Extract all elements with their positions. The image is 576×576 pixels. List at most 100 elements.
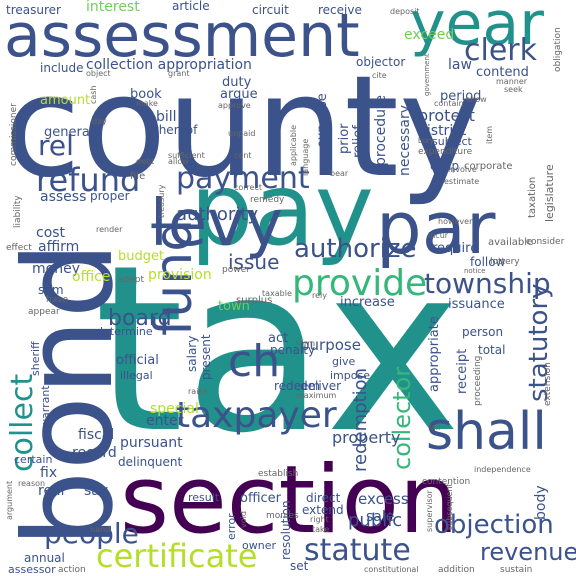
word-provision: provision bbox=[148, 267, 212, 283]
word-refund: refund bbox=[36, 161, 141, 199]
word-make: make bbox=[136, 99, 158, 108]
word-certificate: certificate bbox=[96, 537, 258, 575]
word-warrant: warrant bbox=[39, 385, 52, 428]
word-manner: manner bbox=[496, 77, 528, 86]
word-object: object bbox=[86, 69, 111, 78]
word-appropriate: appropriate bbox=[427, 316, 442, 392]
word-language: language bbox=[301, 138, 310, 176]
word-receive: receive bbox=[318, 3, 362, 17]
word-budget: budget bbox=[118, 249, 165, 264]
word-sufficient: sufficient bbox=[168, 151, 205, 160]
word-consider: consider bbox=[526, 237, 565, 247]
word-supervisor: supervisor bbox=[425, 490, 434, 532]
word-notice: notice bbox=[464, 267, 486, 275]
word-penalty: penalty bbox=[270, 343, 316, 357]
word-however: however bbox=[438, 217, 473, 226]
word-addition: addition bbox=[438, 565, 475, 575]
word-adopt: adopt bbox=[118, 275, 144, 285]
word-item: item bbox=[485, 125, 494, 144]
word-affirm: affirm bbox=[38, 239, 80, 255]
word-grant: grant bbox=[168, 69, 190, 78]
word-constitutional: constitutional bbox=[364, 565, 419, 574]
word-year: year bbox=[410, 0, 544, 59]
word-procedure: procedure bbox=[373, 94, 389, 166]
word-protest: protest bbox=[418, 106, 475, 125]
word-file: file bbox=[130, 171, 146, 182]
word-period: period bbox=[440, 89, 482, 104]
word-rel: rel bbox=[38, 129, 74, 162]
word-property: property bbox=[332, 428, 401, 447]
word-payment: payment bbox=[176, 161, 310, 196]
word-provide: provide bbox=[292, 263, 428, 304]
word-bill: bill bbox=[156, 109, 177, 125]
word-lottery: lottery bbox=[490, 257, 520, 267]
word-public: public bbox=[348, 510, 403, 531]
word-owner: owner bbox=[242, 539, 276, 552]
word-contain: contain bbox=[434, 99, 464, 108]
word-interest: interest bbox=[86, 0, 140, 15]
word-annual: annual bbox=[24, 551, 65, 565]
word-bear: bear bbox=[330, 169, 349, 178]
word-pursuant: pursuant bbox=[120, 435, 183, 451]
word-deposit: deposit bbox=[390, 7, 420, 16]
word-commissioner: commissioner bbox=[9, 103, 19, 166]
word-prior: prior bbox=[337, 123, 352, 154]
word-reason: reason bbox=[18, 479, 46, 488]
word-clerk: clerk bbox=[464, 33, 537, 68]
word-extend: extend bbox=[302, 503, 344, 517]
word-sheriff: sheriff bbox=[29, 341, 42, 376]
word-assessment: assessment bbox=[4, 1, 360, 71]
word-body: body bbox=[533, 485, 549, 520]
word-redemption: redemption bbox=[350, 367, 371, 472]
word-act: act bbox=[268, 331, 289, 346]
word-ch: ch bbox=[228, 336, 281, 387]
word-estimate: estimate bbox=[444, 177, 480, 186]
word-involve: involve bbox=[448, 165, 477, 174]
word-official: official bbox=[116, 353, 159, 368]
word-illegal: illegal bbox=[120, 369, 153, 382]
word-resolution: resolution bbox=[279, 500, 293, 560]
word-void: void bbox=[239, 511, 248, 528]
word-require: require bbox=[432, 241, 479, 256]
word-take: take bbox=[312, 525, 330, 534]
word-remedy: remedy bbox=[250, 195, 285, 205]
word-action: action bbox=[58, 565, 86, 575]
word-show: show bbox=[466, 95, 487, 104]
word-fail: fail bbox=[428, 423, 441, 432]
word-hand: hand bbox=[90, 525, 111, 534]
word-sum: sum bbox=[38, 283, 64, 297]
word-independence: independence bbox=[474, 465, 531, 474]
word-cent: cent bbox=[234, 151, 252, 160]
word-contend: contend bbox=[476, 65, 529, 80]
word-determine: determine bbox=[96, 325, 153, 338]
word-book: book bbox=[130, 87, 162, 102]
word-contention: contention bbox=[422, 477, 471, 487]
word-necessary: necessary bbox=[397, 104, 413, 176]
word-redeem: redeem bbox=[274, 379, 321, 393]
word-town: town bbox=[218, 299, 250, 314]
word-excess: excess bbox=[358, 490, 409, 508]
word-cash: cash bbox=[89, 85, 98, 104]
word-authority: authority bbox=[176, 204, 259, 225]
word-direct: direct bbox=[306, 491, 341, 505]
word-liability: liability bbox=[13, 195, 23, 228]
word-present: present bbox=[199, 334, 213, 380]
word-issuance: issuance bbox=[448, 297, 505, 312]
word-right: right bbox=[310, 515, 329, 524]
word-law: law bbox=[448, 57, 472, 73]
word-certain: certain bbox=[14, 453, 53, 466]
word-increase: increase bbox=[340, 295, 395, 310]
word-impose: impose bbox=[330, 369, 370, 382]
word-fix: fix bbox=[40, 465, 58, 481]
word-include: include bbox=[40, 61, 84, 75]
word-effect: effect bbox=[6, 243, 32, 253]
word-taxpayer: taxpayer bbox=[176, 395, 337, 436]
word-have: have bbox=[46, 295, 69, 305]
word-render: render bbox=[96, 225, 123, 234]
word-rely: rely bbox=[312, 291, 327, 300]
word-article: article bbox=[172, 0, 210, 13]
word-chap: chap bbox=[430, 159, 460, 173]
word-assess: assess bbox=[40, 189, 87, 205]
word-expenditure: expenditure bbox=[418, 147, 473, 157]
